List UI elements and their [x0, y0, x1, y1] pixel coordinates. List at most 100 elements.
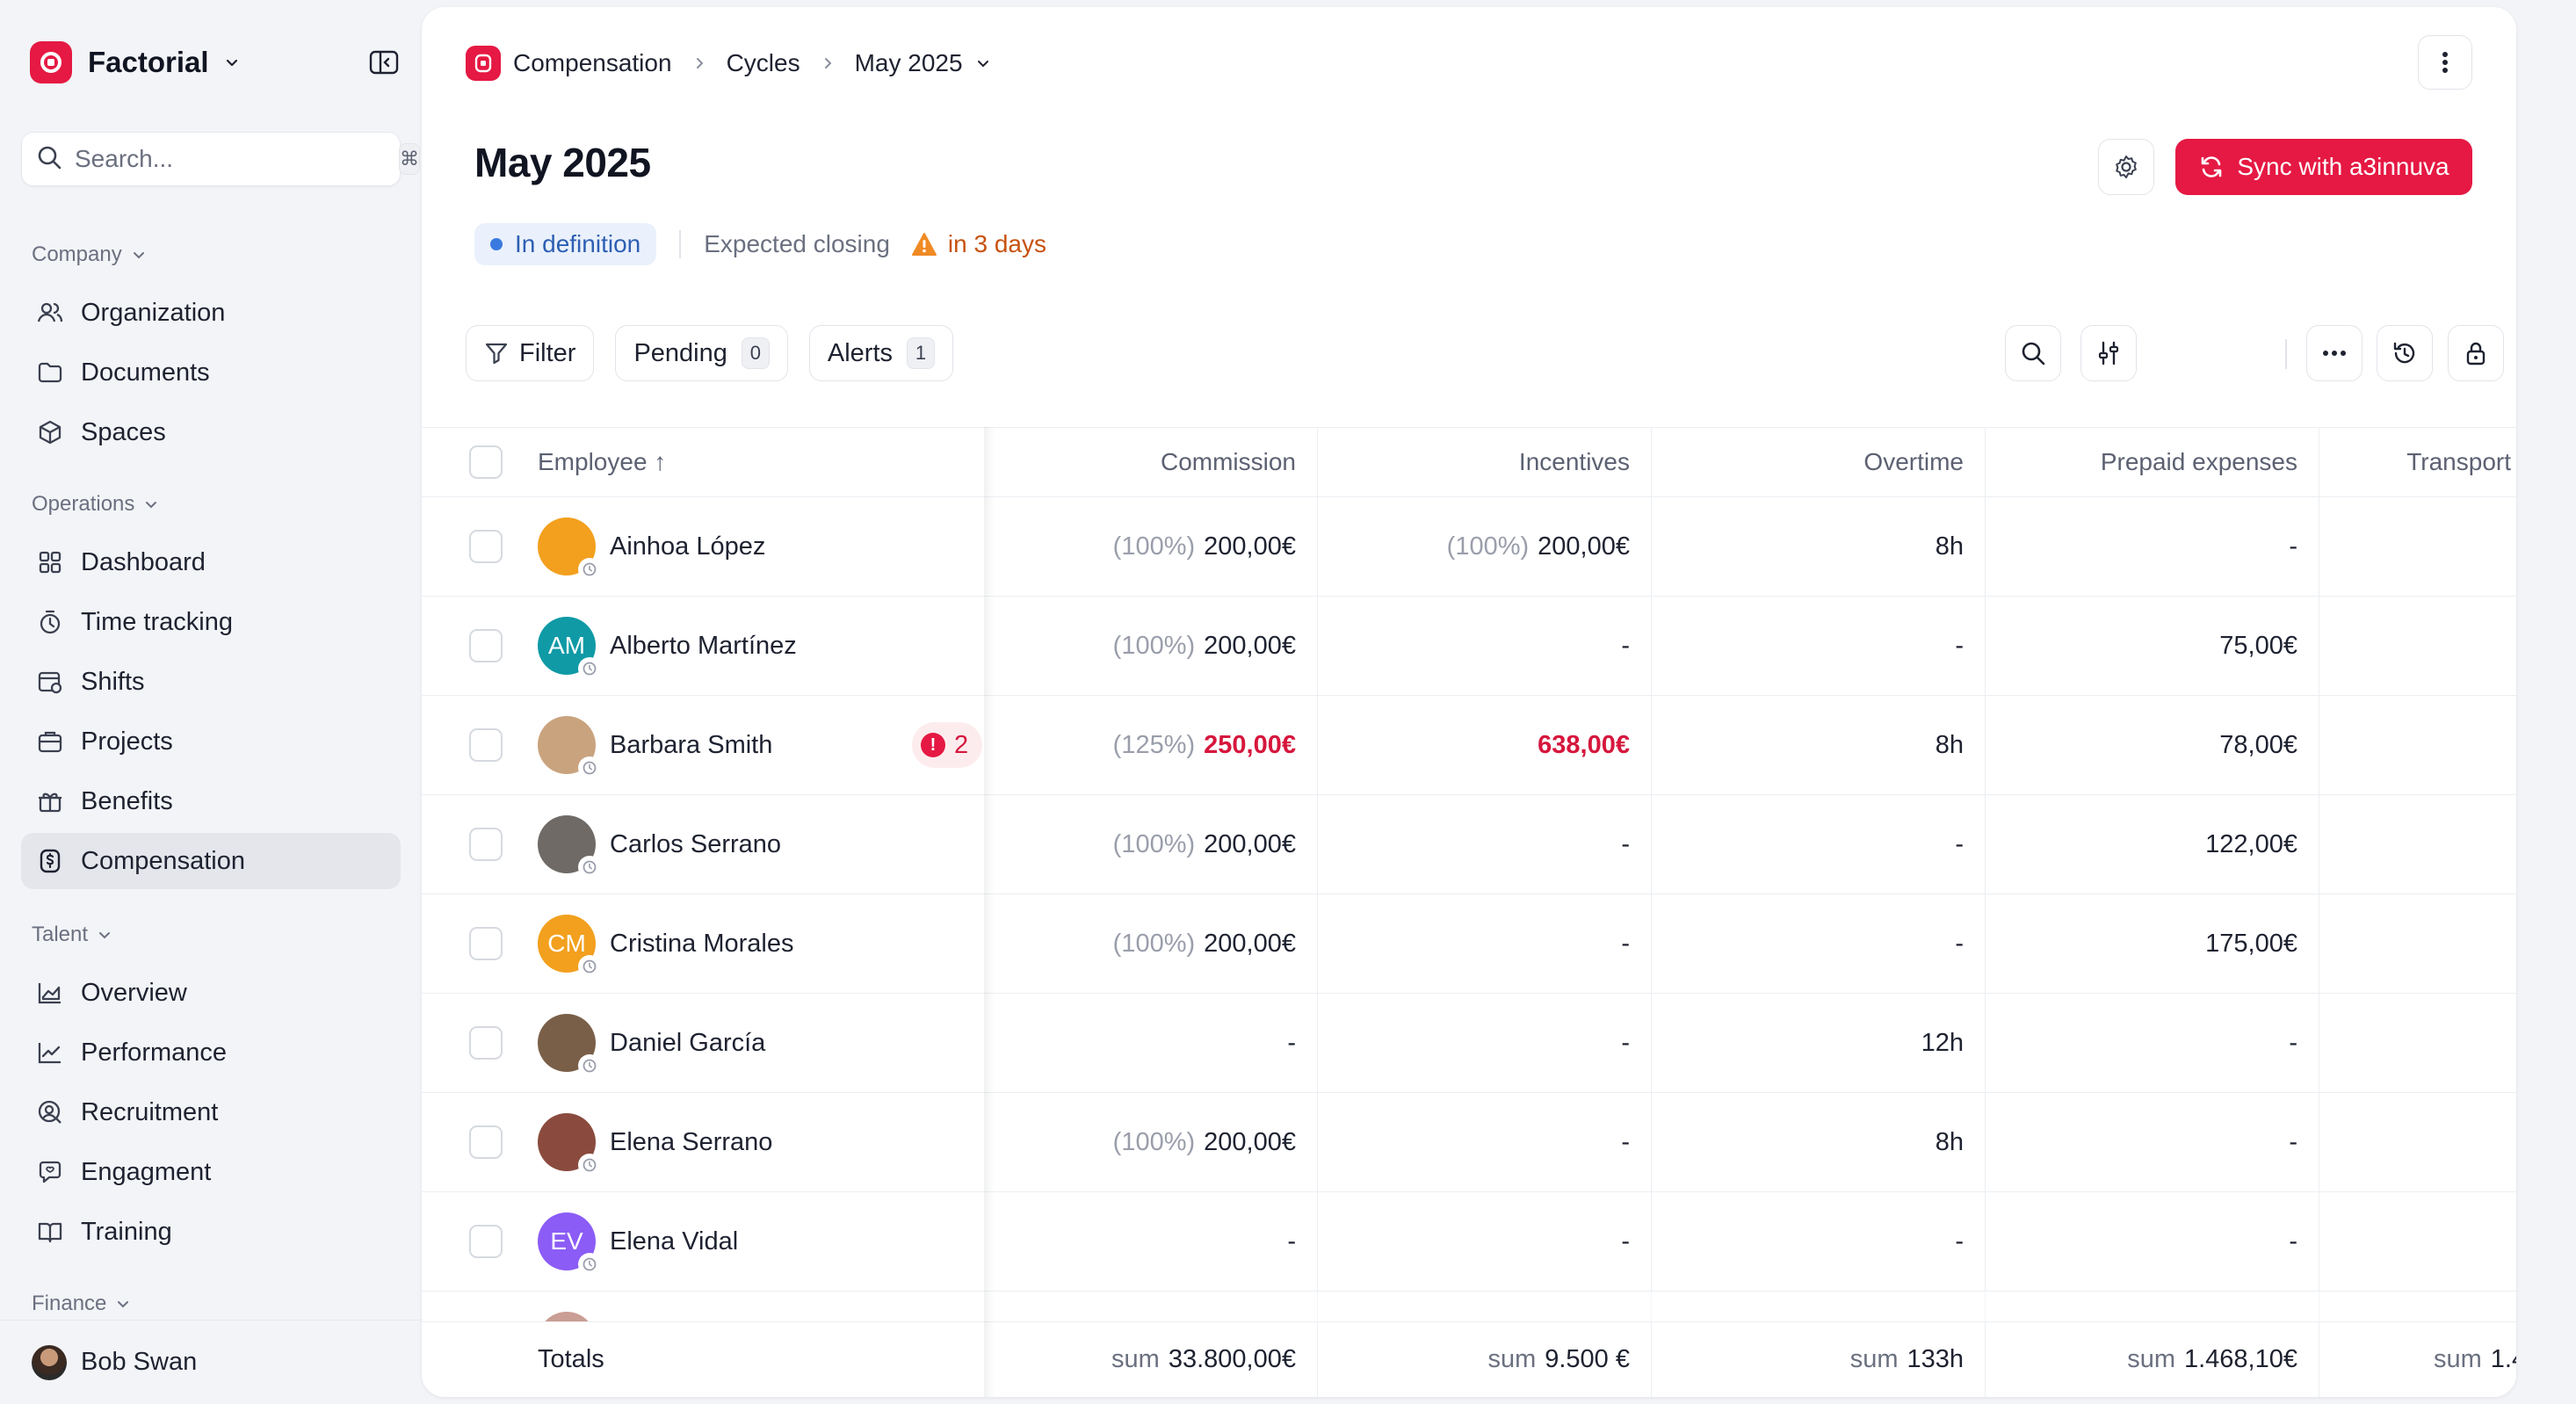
factorial-logo-icon[interactable] [30, 41, 72, 83]
prepaid-cell[interactable]: - [1986, 994, 2319, 1092]
sidebar-item-documents[interactable]: Documents [21, 344, 401, 401]
breadcrumb-compensation[interactable]: Compensation [513, 49, 672, 76]
prepaid-cell[interactable]: 75,00€ [1986, 597, 2319, 695]
transport-cell[interactable] [2319, 597, 2516, 695]
overtime-cell[interactable]: - [1652, 894, 1986, 993]
more-actions-button[interactable] [2306, 325, 2363, 381]
alert-badge[interactable]: ! 2 [912, 722, 983, 768]
nav-section-finance[interactable]: Finance [32, 1292, 131, 1316]
table-row[interactable]: CM Cristina Morales (100%) 200,00€ - -175,00€ [422, 894, 2516, 994]
nav-section-talent[interactable]: Talent [32, 923, 112, 947]
sidebar-item-benefits[interactable]: Benefits [21, 773, 401, 829]
user-menu[interactable]: Bob Swan [0, 1320, 422, 1404]
row-checkbox[interactable] [469, 828, 503, 861]
overtime-cell[interactable]: - [1652, 795, 1986, 894]
overtime-cell[interactable]: - [1652, 597, 1986, 695]
transport-cell[interactable] [2319, 497, 2516, 596]
employee-cell[interactable]: CM Cristina Morales [534, 894, 984, 993]
employee-cell[interactable]: EV Elena Vidal [534, 1192, 984, 1291]
search-box[interactable]: ⌘ K [21, 132, 442, 186]
column-transport[interactable]: Transport [2406, 448, 2511, 475]
transport-cell[interactable] [2319, 894, 2516, 993]
table-row[interactable]: Ainhoa López (100%) 200,00€ (100%) 200,00€ 8h… [422, 497, 2516, 597]
incentives-cell[interactable]: - [1318, 894, 1652, 993]
incentives-cell[interactable]: - [1318, 994, 1652, 1092]
overtime-cell[interactable]: - [1652, 1192, 1986, 1291]
sidebar-item-shifts[interactable]: Shifts [21, 654, 401, 710]
chevron-down-icon[interactable] [223, 54, 241, 71]
incentives-cell[interactable]: (100%) 200,00€ [1318, 497, 1652, 596]
incentives-cell[interactable]: - [1318, 1192, 1652, 1291]
table-search-button[interactable] [2005, 325, 2061, 381]
row-checkbox[interactable] [469, 728, 503, 762]
row-checkbox[interactable] [469, 1026, 503, 1060]
history-button[interactable] [2377, 325, 2433, 381]
commission-cell[interactable]: (125%) 250,00€ [984, 696, 1318, 794]
transport-cell[interactable] [2319, 696, 2516, 794]
nav-section-company[interactable]: Company [32, 242, 147, 267]
overtime-cell[interactable]: 8h [1652, 497, 1986, 596]
column-prepaid-expenses[interactable]: Prepaid expenses [1986, 428, 2319, 496]
table-row[interactable]: Elena Serrano (100%) 200,00€ -8h - [422, 1093, 2516, 1192]
incentives-cell[interactable]: - [1318, 597, 1652, 695]
commission-cell[interactable]: (100%) 200,00€ [984, 497, 1318, 596]
sidebar-item-engagement[interactable]: Engagment [21, 1144, 401, 1200]
sidebar-item-performance[interactable]: Performance [21, 1024, 401, 1081]
commission-cell[interactable]: (100%) 200,00€ [984, 1093, 1318, 1191]
sidebar-item-organization[interactable]: Organization [21, 285, 401, 341]
select-all-checkbox[interactable] [469, 445, 503, 479]
commission-cell[interactable]: (100%) 200,00€ [984, 894, 1318, 993]
transport-cell[interactable] [2319, 795, 2516, 894]
commission-cell[interactable]: - [984, 994, 1318, 1092]
pending-button[interactable]: Pending 0 [615, 325, 788, 381]
row-checkbox[interactable] [469, 629, 503, 662]
commission-cell[interactable]: - [984, 1192, 1318, 1291]
incentives-cell[interactable]: 638,00€ [1318, 696, 1652, 794]
sidebar-item-compensation[interactable]: Compensation [21, 833, 401, 889]
employee-cell[interactable]: Elena Serrano [534, 1093, 984, 1191]
settings-button[interactable] [2098, 139, 2154, 195]
breadcrumb-current[interactable]: May 2025 [854, 49, 963, 76]
prepaid-cell[interactable]: - [1986, 1192, 2319, 1291]
lock-button[interactable] [2448, 325, 2504, 381]
row-checkbox[interactable] [469, 1125, 503, 1159]
sidebar-item-overview[interactable]: Overview [21, 965, 401, 1021]
incentives-cell[interactable]: - [1318, 1093, 1652, 1191]
column-overtime[interactable]: Overtime [1652, 428, 1986, 496]
chevron-down-icon[interactable] [975, 55, 991, 71]
sidebar-item-projects[interactable]: Projects [21, 713, 401, 770]
prepaid-cell[interactable]: 175,00€ [1986, 894, 2319, 993]
employee-cell[interactable]: Ainhoa López [534, 497, 984, 596]
overtime-cell[interactable]: 8h [1652, 1093, 1986, 1191]
prepaid-cell[interactable]: 78,00€ [1986, 696, 2319, 794]
filter-button[interactable]: Filter [466, 325, 595, 381]
table-row[interactable]: Barbara Smith! 2 (125%) 250,00€ 638,00€ 8h 78,… [422, 696, 2516, 795]
employee-cell[interactable]: Carlos Serrano [534, 795, 984, 894]
column-incentives[interactable]: Incentives [1318, 428, 1652, 496]
prepaid-cell[interactable]: - [1986, 1093, 2319, 1191]
sidebar-item-recruitment[interactable]: Recruitment [21, 1084, 401, 1140]
column-commission[interactable]: Commission [984, 428, 1318, 496]
employee-cell[interactable]: AM Alberto Martínez [534, 597, 984, 695]
column-employee[interactable]: Employee ↑ [538, 448, 667, 475]
commission-cell[interactable]: (100%) 200,00€ [984, 597, 1318, 695]
transport-cell[interactable] [2319, 1192, 2516, 1291]
employee-cell[interactable]: Barbara Smith! 2 [534, 696, 984, 794]
alerts-button[interactable]: Alerts 1 [808, 325, 954, 381]
more-options-button[interactable] [2418, 35, 2472, 90]
sidebar-toggle-icon[interactable] [369, 49, 399, 80]
column-settings-button[interactable] [2080, 325, 2137, 381]
row-checkbox[interactable] [469, 530, 503, 563]
brand-name[interactable]: Factorial [88, 46, 209, 78]
sidebar-item-training[interactable]: Training [21, 1204, 401, 1260]
nav-section-operations[interactable]: Operations [32, 492, 159, 517]
row-checkbox[interactable] [469, 927, 503, 960]
sidebar-item-dashboard[interactable]: Dashboard [21, 534, 401, 590]
incentives-cell[interactable]: - [1318, 795, 1652, 894]
sidebar-item-spaces[interactable]: Spaces [21, 404, 401, 460]
transport-cell[interactable] [2319, 994, 2516, 1092]
table-row[interactable]: AM Alberto Martínez (100%) 200,00€ - -75,00€ [422, 597, 2516, 696]
overtime-cell[interactable]: 12h [1652, 994, 1986, 1092]
prepaid-cell[interactable]: - [1986, 497, 2319, 596]
breadcrumb-cycles[interactable]: Cycles [726, 49, 800, 76]
